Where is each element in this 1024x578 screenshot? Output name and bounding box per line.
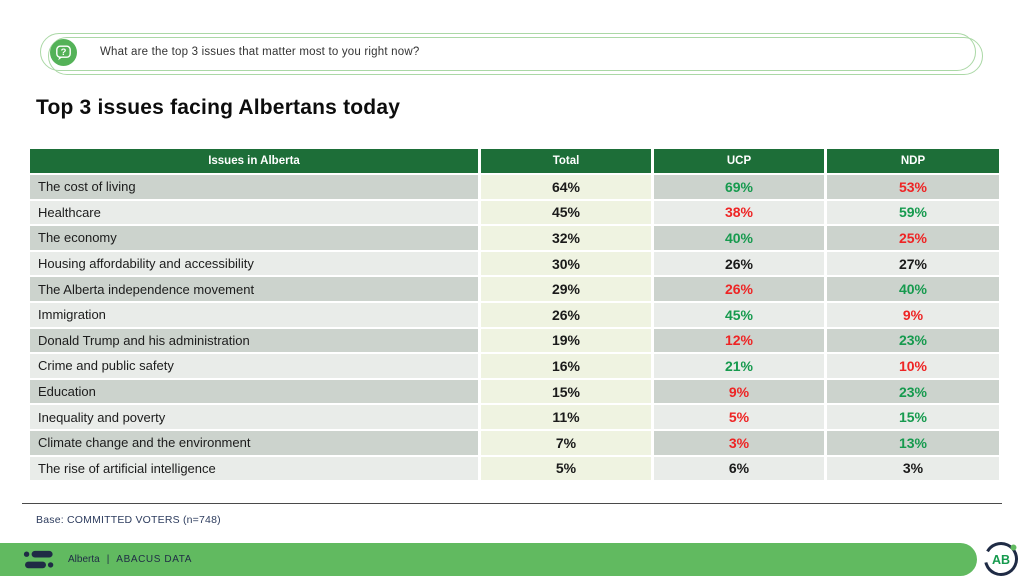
issue-label: The Alberta independence movement: [30, 277, 478, 301]
total-value: 30%: [481, 251, 651, 276]
issue-label: Inequality and poverty: [30, 405, 478, 429]
issue-label: Crime and public safety: [30, 354, 478, 378]
total-value: 19%: [481, 328, 651, 353]
total-value: 16%: [481, 354, 651, 378]
base-note: Base: COMMITTED VOTERS (n=748): [36, 514, 221, 526]
ndp-value: 27%: [827, 251, 999, 276]
issue-label: The cost of living: [30, 175, 478, 199]
issue-label: Education: [30, 379, 478, 404]
svg-text:AB: AB: [992, 553, 1010, 567]
issue-label: The rise of artificial intelligence: [30, 456, 478, 481]
svg-text:?: ?: [61, 46, 67, 57]
ucp-value: 12%: [654, 328, 824, 353]
issue-label: Immigration: [30, 302, 478, 327]
footer-org: ABACUS DATA: [116, 554, 192, 565]
footer-brand: Alberta: [68, 554, 100, 565]
footer-separator: |: [106, 554, 110, 565]
page-title: Top 3 issues facing Albertans today: [36, 96, 401, 119]
total-value: 64%: [481, 175, 651, 199]
total-value: 32%: [481, 226, 651, 250]
issue-label: The economy: [30, 226, 478, 250]
ndp-value: 40%: [827, 277, 999, 301]
question-text: What are the top 3 issues that matter mo…: [100, 46, 420, 58]
ucp-value: 45%: [654, 302, 824, 327]
ndp-value: 23%: [827, 379, 999, 404]
ucp-value: 6%: [654, 456, 824, 481]
footer-bar: Alberta | ABACUS DATA: [0, 543, 977, 576]
issues-table: Issues in Alberta Total UCP NDP The cost…: [30, 149, 999, 481]
ucp-value: 38%: [654, 200, 824, 225]
total-value: 15%: [481, 379, 651, 404]
column-header-total: Total: [481, 149, 651, 173]
ndp-value: 23%: [827, 328, 999, 353]
ndp-value: 9%: [827, 302, 999, 327]
ndp-value: 25%: [827, 226, 999, 250]
ucp-value: 9%: [654, 379, 824, 404]
abacus-data-logo-icon: [23, 550, 54, 568]
issue-label: Housing affordability and accessibility: [30, 251, 478, 276]
issue-label: Donald Trump and his administration: [30, 328, 478, 353]
total-value: 26%: [481, 302, 651, 327]
ndp-value: 10%: [827, 354, 999, 378]
ndp-value: 15%: [827, 405, 999, 429]
column-header-ucp: UCP: [654, 149, 824, 173]
issue-label: Healthcare: [30, 200, 478, 225]
total-value: 11%: [481, 405, 651, 429]
ndp-value: 3%: [827, 456, 999, 481]
ucp-value: 69%: [654, 175, 824, 199]
ucp-value: 26%: [654, 277, 824, 301]
footer-brand-line: Alberta | ABACUS DATA: [68, 554, 192, 565]
column-header-ndp: NDP: [827, 149, 999, 173]
ucp-value: 3%: [654, 430, 824, 455]
ab-badge-logo: AB: [984, 542, 1018, 576]
question-banner: ? What are the top 3 issues that matter …: [40, 33, 983, 75]
footer-divider: [22, 503, 1002, 504]
ndp-value: 59%: [827, 200, 999, 225]
total-value: 5%: [481, 456, 651, 481]
ucp-value: 21%: [654, 354, 824, 378]
ucp-value: 40%: [654, 226, 824, 250]
ndp-value: 13%: [827, 430, 999, 455]
total-value: 45%: [481, 200, 651, 225]
ucp-value: 26%: [654, 251, 824, 276]
question-bubble-icon: ?: [50, 38, 77, 66]
ucp-value: 5%: [654, 405, 824, 429]
total-value: 7%: [481, 430, 651, 455]
column-header-issues: Issues in Alberta: [30, 149, 478, 173]
ndp-value: 53%: [827, 175, 999, 199]
issue-label: Climate change and the environment: [30, 430, 478, 455]
total-value: 29%: [481, 277, 651, 301]
